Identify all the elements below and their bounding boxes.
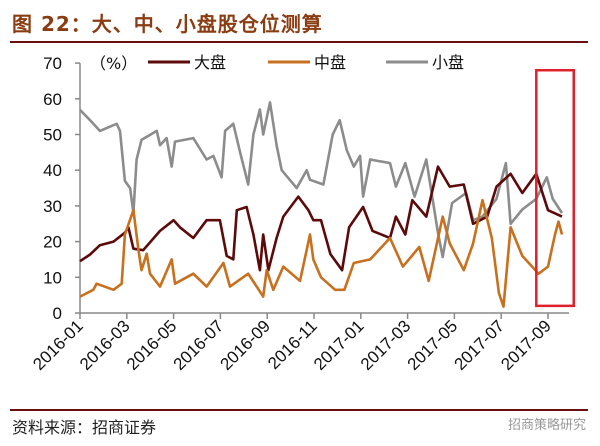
y-tick-label: 50 [43,126,62,145]
figure-title: 图 22：大、中、小盘股仓位测算 [12,12,323,36]
x-tick-label: 2016-01 [29,316,87,374]
y-tick-label: 70 [43,54,62,73]
x-tick-label: 2017-03 [357,316,415,374]
footer-divider [10,409,588,411]
y-tick-label: 40 [43,161,62,180]
highlight-box [535,68,575,308]
x-tick-label: 2017-01 [310,316,368,374]
x-tick-label: 2016-09 [216,316,274,374]
y-axis-unit: （%） [90,54,137,73]
source-note: 资料来源：招商证券 [12,418,157,437]
x-tick-label: 2016-05 [123,316,181,374]
y-tick-label: 30 [43,197,62,216]
x-tick-label: 2016-11 [264,316,321,373]
legend-label-large: 大盘 [194,53,226,72]
y-tick-label: 0 [53,304,62,323]
series-line-large [79,165,563,272]
title-divider [10,41,588,43]
watermark: 招商策略研究 [507,418,586,433]
y-tick-label: 60 [43,90,62,109]
x-tick-label: 2016-03 [76,316,134,374]
x-tick-label: 2017-07 [450,316,508,374]
legend: 大盘 中盘 小盘 [148,53,464,72]
y-tick-label: 10 [43,268,62,287]
x-tick-label: 2017-09 [497,316,555,374]
y-tick-label: 20 [43,233,62,252]
legend-label-small: 小盘 [432,53,464,72]
series-lines [79,68,575,308]
x-tick-label: 2017-05 [404,316,462,374]
x-tick-label: 2016-07 [170,316,228,374]
legend-label-mid: 中盘 [314,53,346,72]
series-line-mid [79,198,564,308]
